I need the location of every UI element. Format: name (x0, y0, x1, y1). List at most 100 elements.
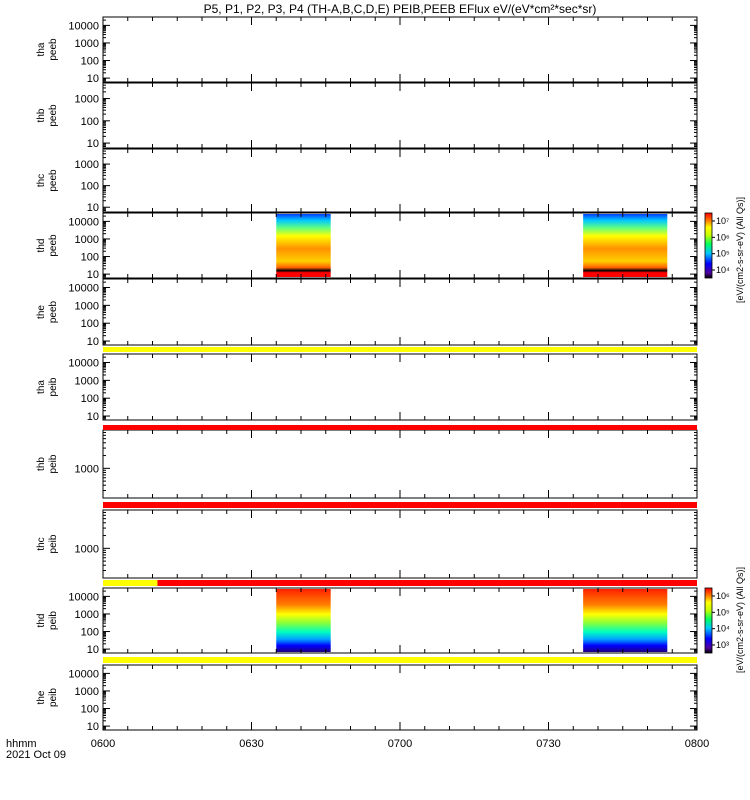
y-tick-label-thb-peeb-100: 100 (81, 116, 99, 128)
panel-frame-thc-peib (102, 509, 698, 579)
spectrogram-block-thd-peib-1 (276, 589, 331, 652)
colorbar-label-thd-peeb-1: 10⁵ (716, 249, 730, 259)
panel-label-thc-peeb-probe: thc (36, 174, 47, 187)
status-bar-thd-peib-seg-1 (103, 657, 697, 663)
panel-label-the-peeb-product: peeb (48, 300, 59, 323)
colorbar-label-thd-peib-2: 10⁵ (716, 607, 730, 617)
panel-thc-peeb: thc peeb 10 100 1000 (36, 148, 698, 214)
x-tick-label-0800: 0800 (685, 738, 709, 750)
y-tick-label-thd-peeb-10000: 10000 (68, 216, 99, 228)
y-tick-label-tha-peib-10: 10 (87, 411, 99, 423)
panel-thd-peeb: thd peeb 10 100 1000 10000 (36, 212, 698, 281)
y-tick-label-thd-peib-10: 10 (87, 644, 99, 656)
panel-label-tha-peib-probe: tha (36, 380, 47, 394)
panel-label-thb-peeb-probe: thb (36, 108, 47, 122)
panel-label-thd-peib-product: peib (48, 611, 59, 630)
y-tick-label-thd-peib-100: 100 (81, 627, 99, 639)
y-tick-label-thd-peib-10000: 10000 (68, 591, 99, 603)
colorbar-label-thd-peib-1: 10⁴ (716, 624, 730, 634)
x-tick-label-0700: 0700 (388, 738, 412, 750)
panel-label-thb-peeb-product: peeb (48, 104, 59, 127)
y-tick-label-thc-peib-1000: 1000 (75, 543, 99, 555)
status-bar-thc-peib-seg-2 (157, 580, 697, 586)
y-tick-label-tha-peeb-10: 10 (87, 73, 99, 85)
colorbar-label-thd-peeb-0: 10⁴ (716, 265, 730, 275)
y-tick-label-tha-peib-10000: 10000 (68, 358, 99, 370)
y-tick-label-tha-peeb-10000: 10000 (68, 20, 99, 32)
panel-label-thb-peib-probe: thb (36, 457, 47, 471)
colorbar-title-thd-peeb: [eV/(cm2-s-sr-eV) (All Qs)] (735, 197, 745, 303)
panel-label-thd-peeb-product: peeb (48, 234, 59, 257)
panel-label-thc-peib-probe: thc (36, 537, 47, 550)
y-tick-label-the-peeb-1000: 1000 (75, 300, 99, 312)
colorbar-thd-peib: 10³ 10⁴ 10⁵ 10⁶ [eV/(cm2-s-sr-eV) (All Qs)] (704, 567, 745, 673)
y-tick-label-the-peib-10000: 10000 (68, 668, 99, 680)
panel-label-tha-peeb-probe: tha (36, 42, 47, 56)
spectrogram-block-thd-peeb-2 (583, 214, 668, 277)
panel-tha-peeb: tha peeb 10 100 1000 10000 (36, 16, 698, 85)
colorbar-thd-peeb: 10⁴ 10⁵ 10⁶ 10⁷ [eV/(cm2-s-sr-eV) (All Qs)] (704, 197, 745, 303)
colorbar-gradient-thd-peib (704, 587, 713, 654)
y-tick-label-thb-peeb-1000: 1000 (75, 94, 99, 106)
x-axis-label-date: 2021 Oct 09 (6, 749, 66, 761)
y-tick-label-tha-peib-100: 100 (81, 393, 99, 405)
panel-thb-peib: thb peib 1000 (36, 429, 698, 499)
panel-label-thc-peeb-product: peeb (48, 169, 59, 192)
panel-frame-thc-peeb (102, 148, 698, 213)
panel-frame-thb-peib (102, 429, 698, 499)
x-tick-label-0730: 0730 (536, 738, 560, 750)
status-bar-tha-peib-seg-1 (103, 425, 697, 430)
spectrogram-block-thd-peib-2 (583, 589, 668, 652)
panel-frame-thb-peeb (102, 82, 698, 149)
status-bar-the-peeb-seg-1 (103, 347, 697, 352)
y-tick-label-thd-peeb-1000: 1000 (75, 234, 99, 246)
x-axis-label-hhmm: hhmm (6, 738, 37, 750)
panel-frame-the-peib (102, 664, 698, 731)
panel-the-peeb: the peeb 10 100 1000 10000 (36, 278, 698, 348)
panel-label-thd-peib-probe: thd (36, 614, 47, 628)
y-tick-label-the-peeb-10000: 10000 (68, 283, 99, 295)
x-tick-label-0600: 0600 (91, 738, 115, 750)
panel-label-thb-peib-product: peib (48, 454, 59, 473)
colorbar-label-thd-peib-3: 10⁶ (716, 591, 730, 601)
panel-frame-the-peeb (102, 278, 698, 346)
status-bar-thc-peib-seg-1 (103, 580, 158, 586)
panel-label-tha-peeb-product: peeb (48, 38, 59, 61)
panel-frame-tha-peeb (102, 16, 698, 83)
panel-label-thd-peeb-probe: thd (36, 239, 47, 253)
colorbar-gradient-thd-peeb (704, 212, 713, 279)
panel-thc-peib: thc peib 1000 (36, 509, 698, 579)
y-tick-label-thc-peeb-100: 100 (81, 181, 99, 193)
panel-label-the-peib-product: peib (48, 688, 59, 707)
y-tick-label-tha-peeb-1000: 1000 (75, 38, 99, 50)
panel-label-thc-peib-product: peib (48, 534, 59, 553)
colorbar-label-thd-peib-0: 10³ (716, 640, 729, 650)
y-tick-label-thd-peib-1000: 1000 (75, 609, 99, 621)
spectrogram-block-thd-peeb-1 (276, 214, 331, 277)
panel-label-the-peeb-probe: the (36, 305, 47, 319)
panel-label-the-peib-probe: the (36, 690, 47, 704)
panel-the-peib: the peib 10 100 1000 10000 (36, 664, 698, 733)
y-tick-label-thb-peeb-10: 10 (87, 138, 99, 150)
y-tick-label-the-peib-100: 100 (81, 704, 99, 716)
colorbar-label-thd-peeb-3: 10⁷ (716, 216, 729, 226)
colorbar-title-thd-peib: [eV/(cm2-s-sr-eV) (All Qs)] (735, 567, 745, 673)
y-tick-label-the-peeb-100: 100 (81, 318, 99, 330)
x-tick-label-0630: 0630 (239, 738, 263, 750)
colorbar-label-thd-peeb-2: 10⁶ (716, 232, 730, 242)
panel-tha-peib: tha peib 10 100 1000 10000 (36, 353, 698, 423)
y-tick-label-thd-peeb-10: 10 (87, 269, 99, 281)
figure-title: P5, P1, P2, P3, P4 (TH-A,B,C,D,E) PEIB,P… (204, 2, 597, 16)
y-tick-label-thd-peeb-100: 100 (81, 252, 99, 264)
panel-frame-tha-peib (102, 353, 698, 421)
y-tick-label-thc-peeb-10: 10 (87, 202, 99, 214)
y-tick-label-tha-peib-1000: 1000 (75, 375, 99, 387)
y-tick-label-the-peib-1000: 1000 (75, 686, 99, 698)
y-tick-label-thc-peeb-1000: 1000 (75, 159, 99, 171)
y-tick-label-thb-peib-1000: 1000 (75, 463, 99, 475)
panel-label-tha-peib-product: peib (48, 377, 59, 396)
y-tick-label-the-peib-10: 10 (87, 721, 99, 733)
y-tick-label-tha-peeb-100: 100 (81, 56, 99, 68)
